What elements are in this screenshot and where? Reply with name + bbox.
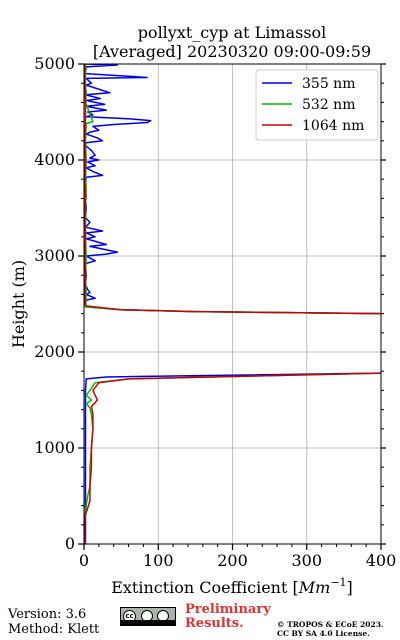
- y-tick-label: 2000: [34, 342, 75, 361]
- x-axis-label-exponent: −1: [330, 576, 346, 589]
- series-line-355-nm-lower: [84, 372, 381, 544]
- method-text: Method: Klett: [8, 622, 100, 637]
- y-tick-label: 1000: [34, 438, 75, 457]
- x-tick-label: 100: [143, 551, 174, 570]
- version-text: Version: 3.6: [8, 607, 87, 622]
- x-tick-label: 200: [217, 551, 248, 570]
- x-tick-label: 0: [79, 551, 89, 570]
- series-lines: [84, 64, 381, 544]
- legend: 355 nm 532 nm 1064 nm: [255, 69, 379, 141]
- x-tick-label: 300: [291, 551, 322, 570]
- y-tick-label: 5000: [34, 54, 75, 73]
- x-axis-label: Extinction Coefficient [Mm−1]: [111, 576, 353, 597]
- series-line-1064-nm-upper: [84, 64, 381, 315]
- preliminary-line-1: Preliminary: [185, 602, 271, 617]
- x-axis-label-text: Extinction Coefficient [: [111, 578, 299, 597]
- copyright-line-2: CC BY SA 4.0 License.: [277, 629, 370, 638]
- chart-title: pollyxt_cyp at Limassol: [138, 23, 327, 42]
- cc-circle-icon: cc: [123, 610, 136, 623]
- preliminary-line-2: Results.: [185, 616, 244, 631]
- y-tick-label: 0: [65, 534, 75, 553]
- x-axis-label-unit: Mm: [298, 578, 331, 597]
- x-tick-label: 400: [366, 551, 397, 570]
- cc-license-icon: cc: [120, 607, 176, 626]
- legend-label-532: 532 nm: [302, 97, 355, 113]
- y-tick-label: 3000: [34, 246, 75, 265]
- x-axis-label-end: ]: [347, 578, 353, 597]
- legend-box: [255, 69, 379, 141]
- badge-strip: [121, 620, 175, 625]
- preliminary-results-text: Preliminary Results.: [185, 603, 271, 631]
- legend-label-1064: 1064 nm: [302, 118, 364, 134]
- copyright-text: © TROPOS & ECoE 2023. CC BY SA 4.0 Licen…: [277, 620, 384, 638]
- series-line-1064-nm-lower: [84, 372, 381, 544]
- extinction-profile-chart: pollyxt_cyp at Limassol [Averaged] 20230…: [9, 23, 396, 597]
- copyright-line-1: © TROPOS & ECoE 2023.: [277, 620, 384, 629]
- y-tick-label: 4000: [34, 150, 75, 169]
- legend-label-355: 355 nm: [302, 76, 355, 92]
- chart-subtitle: [Averaged] 20230320 09:00-09:59: [93, 42, 371, 61]
- y-axis-label: Height (m): [9, 260, 28, 348]
